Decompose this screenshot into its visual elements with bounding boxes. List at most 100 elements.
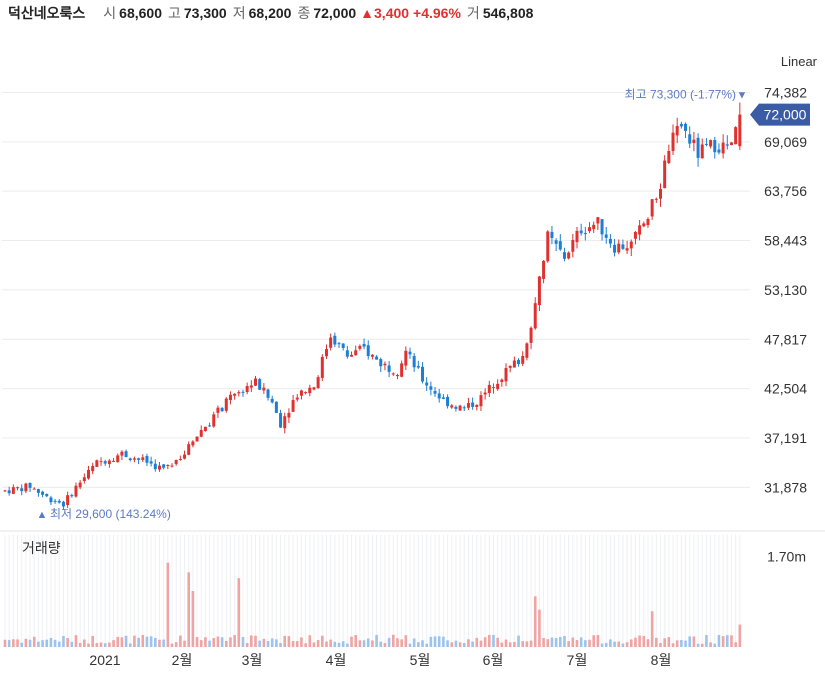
candle-body xyxy=(441,397,445,399)
volume-bar xyxy=(700,643,704,647)
candle-body xyxy=(354,350,358,356)
volume-bar xyxy=(504,639,508,647)
volume-bar xyxy=(471,641,474,647)
candle-body xyxy=(692,139,696,144)
candle-body xyxy=(704,143,708,145)
candle-body xyxy=(508,365,512,368)
volume-bar xyxy=(692,636,696,647)
high-label: 고 xyxy=(168,5,181,21)
volume-bar xyxy=(262,638,266,647)
candle-body xyxy=(370,354,374,357)
volume-bar xyxy=(538,609,541,647)
volume-bar xyxy=(650,611,654,647)
candle-body xyxy=(41,491,45,495)
candle-body xyxy=(174,459,178,464)
x-tick-label: 2021 xyxy=(89,652,120,668)
volume-bar xyxy=(684,640,687,647)
price-grid xyxy=(2,91,750,488)
volume-bar xyxy=(224,640,228,647)
volume-bar xyxy=(575,640,579,647)
volume-bar xyxy=(521,641,525,647)
volume-bar xyxy=(479,640,483,647)
close-value: 72,000 xyxy=(313,5,357,21)
candle-body xyxy=(145,456,149,463)
candle-body xyxy=(245,386,249,393)
volume-bar xyxy=(83,639,86,647)
candle-body xyxy=(320,356,324,378)
stock-header: 덕산네오룩스 시 68,600 고 73,300 저 68,200 종 72,000 ▲… xyxy=(0,0,825,26)
low-label: 저 xyxy=(232,5,246,21)
volume-bar xyxy=(358,640,362,647)
volume-bar xyxy=(462,643,466,647)
y-tick-label: 74,382 xyxy=(764,84,807,100)
candle-body xyxy=(738,114,742,147)
volume-bar xyxy=(321,635,324,647)
volume-bar xyxy=(655,637,658,647)
volume-bar xyxy=(116,636,120,647)
candle-body xyxy=(667,150,671,164)
candle-body xyxy=(274,401,278,413)
candle-body xyxy=(496,383,500,390)
volume-bar xyxy=(721,636,725,647)
candle-body xyxy=(454,406,458,409)
candle-body xyxy=(187,444,191,455)
volume-bar xyxy=(571,637,575,647)
candle-body xyxy=(387,365,391,372)
candle-body xyxy=(183,454,187,459)
candle-body xyxy=(592,224,596,230)
volume-bar xyxy=(41,640,44,647)
candle-body xyxy=(567,252,571,259)
volume-bar xyxy=(199,640,203,647)
candle-body xyxy=(475,404,479,407)
candle-body xyxy=(675,125,679,136)
candle-body xyxy=(195,436,199,442)
candle-body xyxy=(425,382,429,386)
volume-bar xyxy=(208,640,211,647)
volume-title: 거래량 xyxy=(22,540,61,556)
candle-body xyxy=(95,460,99,467)
candle-body xyxy=(70,495,74,497)
candle-body xyxy=(479,395,483,407)
volume-bar xyxy=(141,635,145,647)
volume-bar xyxy=(642,635,646,647)
volume-bar xyxy=(433,636,437,647)
candle-body xyxy=(299,390,303,396)
candle-body xyxy=(216,407,220,413)
candle-body xyxy=(483,392,487,395)
volume-bar xyxy=(233,635,236,647)
volume-bar xyxy=(24,638,28,647)
candle-body xyxy=(233,393,237,396)
candle-body xyxy=(404,350,408,366)
volume-bar xyxy=(304,643,307,647)
x-tick-label: 2월 xyxy=(172,652,193,668)
candle-body xyxy=(345,350,349,357)
volume-bar xyxy=(103,643,107,647)
volume-bar xyxy=(412,638,416,647)
volume-bar xyxy=(337,642,341,647)
candle-body xyxy=(11,487,15,494)
candle-body xyxy=(312,387,316,390)
volume-bar xyxy=(508,642,512,647)
stock-name: 덕산네오룩스 xyxy=(8,5,86,21)
volume-bar xyxy=(78,642,82,647)
candle-body xyxy=(32,488,36,490)
candle-body xyxy=(82,477,86,481)
candle-body xyxy=(350,354,354,357)
volume-bar xyxy=(329,639,332,647)
candle-body xyxy=(608,238,612,244)
scale-mode-toggle[interactable]: Linear xyxy=(780,54,817,69)
volume-bar xyxy=(237,578,241,647)
volume-bar xyxy=(680,639,683,647)
candle-body xyxy=(617,243,621,253)
candle-body xyxy=(395,375,399,377)
candle-body xyxy=(575,230,579,243)
volume-bar xyxy=(592,635,595,647)
volume-bar xyxy=(28,639,32,647)
volume-label: 거 xyxy=(466,5,480,21)
y-tick-label: 42,504 xyxy=(764,381,807,397)
candle-body xyxy=(16,487,20,489)
candle-body xyxy=(304,392,308,394)
volume-bar xyxy=(400,639,403,647)
candle-body xyxy=(629,241,633,249)
